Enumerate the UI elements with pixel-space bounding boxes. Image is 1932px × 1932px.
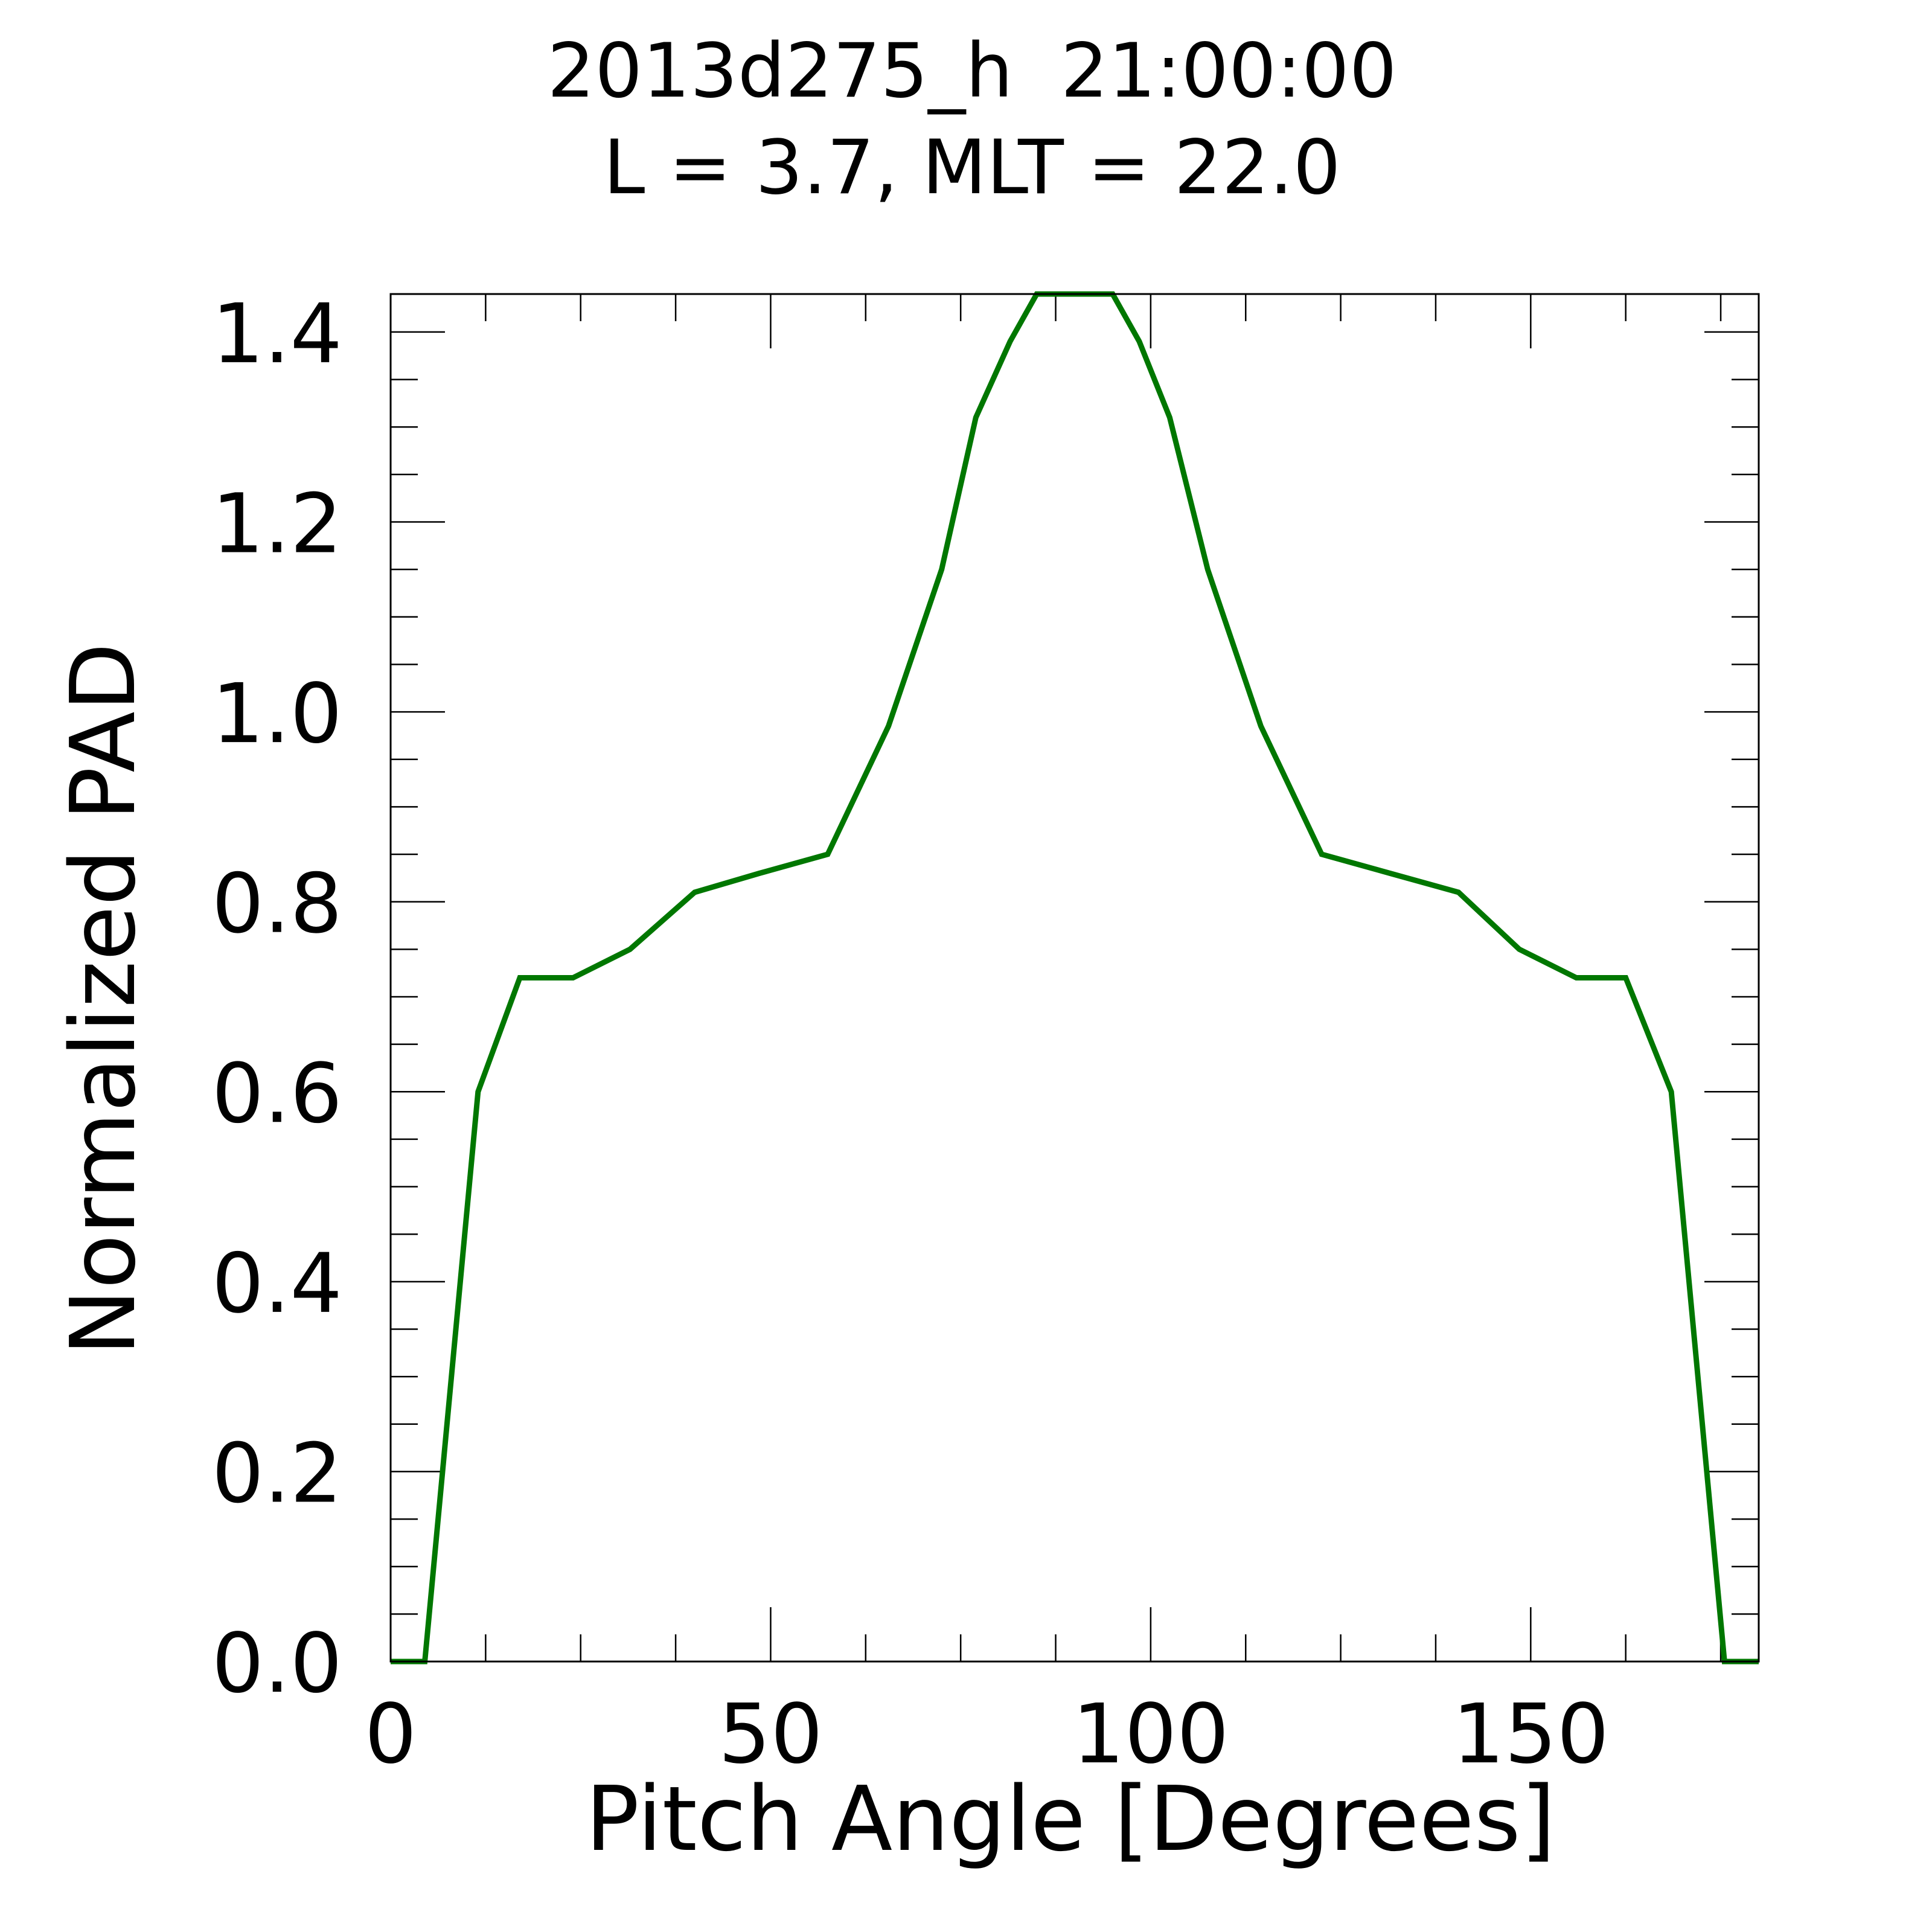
x-tick-label: 50 <box>718 1687 823 1782</box>
y-tick-label: 0.8 <box>212 857 342 952</box>
plot-frame <box>389 293 1760 1663</box>
x-tick-label: 150 <box>1453 1687 1610 1782</box>
chart-title: 2013d275_h 21:00:00 <box>547 28 1396 115</box>
y-tick-label: 1.2 <box>212 477 342 572</box>
series-group <box>391 291 1759 1665</box>
y-tick-label: 0.6 <box>212 1046 342 1142</box>
x-tick-label: 100 <box>1072 1687 1229 1782</box>
chart-subtitle: L = 3.7, MLT = 22.0 <box>603 124 1340 211</box>
series-line <box>391 291 1759 1665</box>
y-tick-label: 0.2 <box>212 1426 342 1521</box>
axis-ticks <box>389 294 1759 1663</box>
y-tick-label: 0.4 <box>212 1236 342 1332</box>
y-tick-label: 1.0 <box>212 667 342 762</box>
tick-labels: 0 50 100 150 0.0 0.2 0.4 0.6 0.8 1.0 1.2 1.4 <box>212 287 1609 1782</box>
x-tick-label: 0 <box>365 1687 417 1782</box>
y-axis-label: Normalized PAD <box>51 642 155 1355</box>
x-axis-label: Pitch Angle [Degrees] <box>586 1767 1556 1871</box>
y-tick-label: 0.0 <box>212 1616 342 1712</box>
y-tick-label: 1.4 <box>212 287 342 382</box>
